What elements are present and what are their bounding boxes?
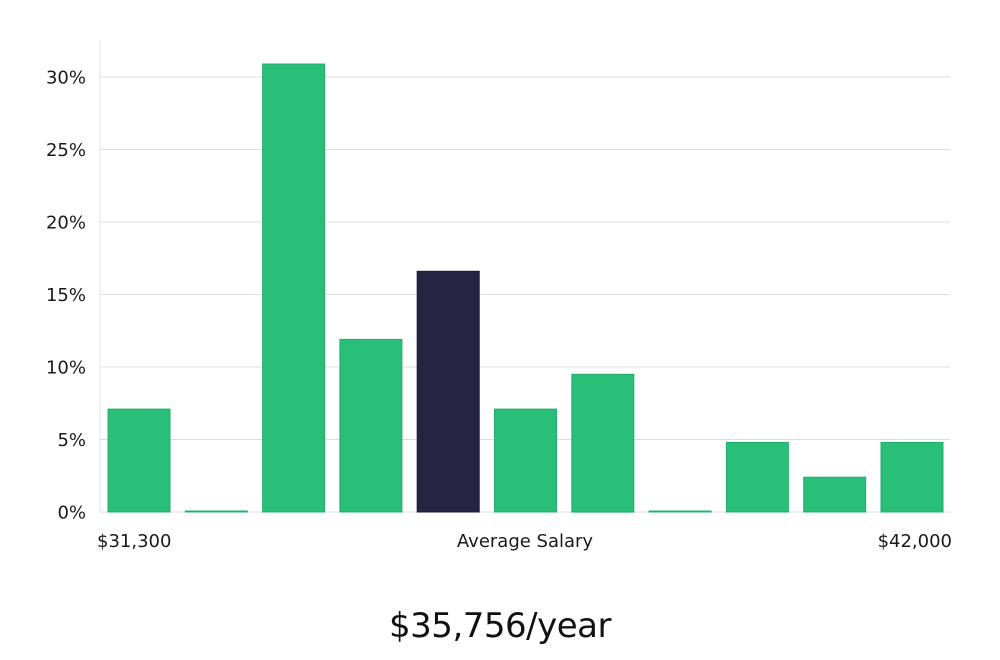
y-tick-label-30: 30% (46, 68, 86, 89)
bar-7 (571, 373, 635, 513)
bar-4 (339, 338, 403, 513)
gridlines (100, 76, 950, 513)
bar-11 (880, 441, 944, 513)
y-tick-label-10: 10% (46, 358, 86, 379)
chart-canvas: 0% 5% 10% 15% 20% 25% 30% $31,300 Average Sala… (46, 40, 952, 552)
x-min-label: $31,300 (97, 531, 171, 552)
bar-6 (494, 408, 557, 513)
bar-1 (107, 408, 171, 513)
y-tick-label-20: 20% (46, 213, 86, 234)
average-salary-caption: $35,756/year (389, 606, 611, 646)
y-tick-label-5: 5% (57, 430, 86, 451)
bar-highlighted-average (416, 270, 480, 513)
bar-8 (648, 510, 712, 513)
bar-3 (262, 63, 326, 513)
bar-2 (184, 510, 248, 513)
y-tick-label-25: 25% (46, 140, 86, 161)
y-tick-label-0: 0% (57, 503, 86, 524)
y-tick-label-15: 15% (46, 285, 86, 306)
y-tick-labels: 0% 5% 10% 15% 20% 25% 30% (46, 68, 86, 524)
bar-9 (725, 441, 789, 513)
bar-10 (803, 476, 867, 513)
x-max-label: $42,000 (878, 531, 952, 552)
x-axis-title: Average Salary (457, 531, 594, 552)
bars (107, 63, 944, 513)
